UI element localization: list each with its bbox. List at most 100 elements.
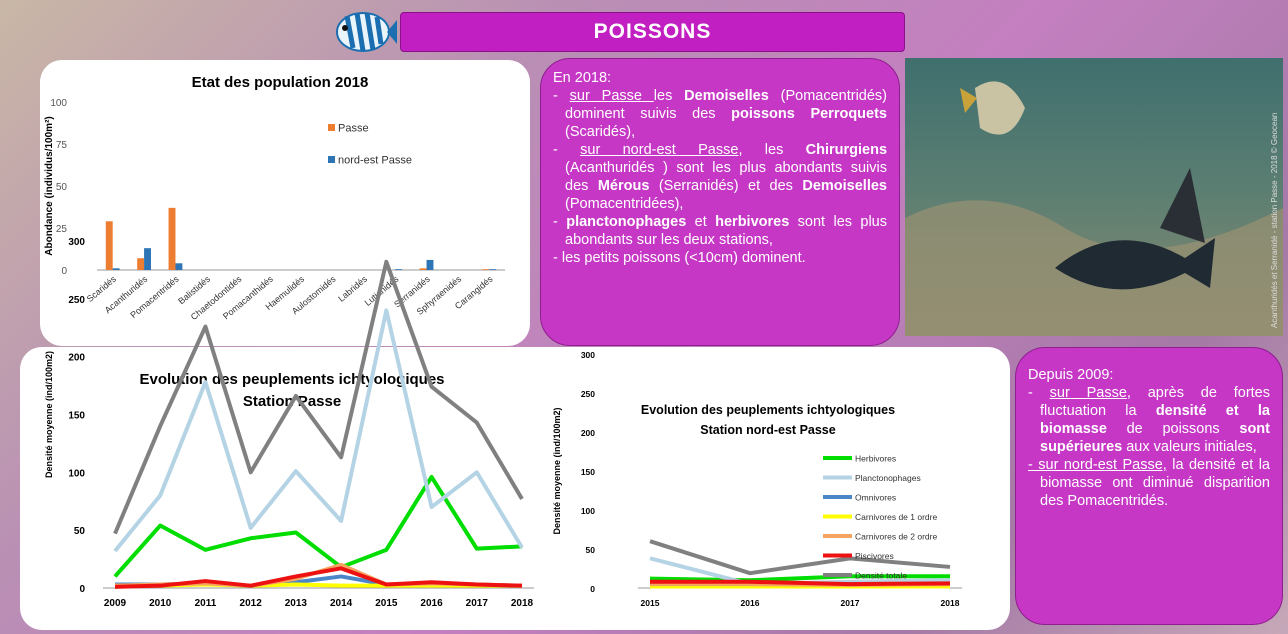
bar bbox=[112, 268, 120, 270]
y-tick-label: 100 bbox=[68, 468, 85, 479]
bar bbox=[168, 207, 176, 270]
text-run: Mérous bbox=[597, 178, 650, 194]
x-tick-label: 2009 bbox=[104, 598, 127, 609]
y-tick-label: 300 bbox=[581, 350, 595, 360]
y-tick-label: 250 bbox=[581, 389, 595, 399]
chart-title: Evolution des peuplements ichtyologiques bbox=[139, 371, 444, 388]
y-axis-label: Densité moyenne (ind/100m2) bbox=[552, 407, 562, 534]
chart-panel bbox=[40, 60, 530, 346]
text-run: - bbox=[553, 142, 581, 158]
text-run: densité et la biomasse bbox=[1040, 403, 1270, 437]
text-run: - bbox=[1028, 385, 1050, 401]
bar bbox=[105, 221, 113, 270]
series-line bbox=[113, 308, 524, 553]
y-tick-label: 0 bbox=[79, 584, 85, 595]
text-run: - sur nord-est Passe, bbox=[1028, 457, 1167, 473]
y-tick-label: 75 bbox=[56, 140, 68, 151]
y-tick-label: 200 bbox=[68, 353, 85, 364]
legend-label: Planctonophages bbox=[855, 473, 921, 483]
legend-swatch bbox=[328, 156, 335, 163]
text-run: Chirurgiens bbox=[805, 142, 888, 158]
legend-label: Omnivores bbox=[855, 493, 896, 503]
bar bbox=[489, 269, 497, 270]
y-tick-label: 250 bbox=[68, 295, 85, 306]
text-run: (Scaridés), bbox=[565, 124, 636, 140]
fish-icon bbox=[336, 12, 397, 52]
series-line bbox=[113, 474, 523, 578]
y-tick-label: 150 bbox=[68, 411, 85, 422]
bar bbox=[137, 258, 145, 270]
series-line bbox=[649, 574, 950, 583]
series-line bbox=[114, 566, 523, 589]
text-run: (Pomacentridées), bbox=[565, 196, 684, 212]
text-run: , les bbox=[738, 142, 806, 158]
bullet: - sur Passe les Demoiselles (Pomacentrid… bbox=[553, 87, 887, 141]
x-tick-label: 2011 bbox=[195, 598, 217, 609]
text-run: Demoiselles bbox=[684, 88, 769, 104]
text-run: de poissons bbox=[1106, 421, 1240, 437]
y-tick-label: 50 bbox=[56, 182, 68, 193]
x-tick-label: 2015 bbox=[641, 598, 660, 608]
y-tick-label: 50 bbox=[74, 526, 86, 537]
x-tick-label: 2014 bbox=[330, 598, 353, 609]
chart-title: Evolution des peuplements ichtyologiques bbox=[641, 403, 895, 417]
series-line bbox=[649, 539, 951, 576]
photo: Acanthuridés et Serranidé - station Pass… bbox=[905, 58, 1283, 336]
y-tick-label: 25 bbox=[56, 224, 68, 235]
x-tick-label: 2018 bbox=[511, 598, 534, 609]
x-tick-label: 2013 bbox=[285, 598, 308, 609]
legend-label: Passe bbox=[338, 123, 369, 135]
text-run: herbivores bbox=[715, 214, 790, 230]
y-tick-label: 150 bbox=[581, 467, 595, 477]
banner-title: POISSONS bbox=[400, 12, 905, 52]
legend-label: Densité totale bbox=[855, 571, 907, 581]
y-axis-label: Densité moyenne (ind/100m2) bbox=[44, 351, 54, 478]
text-box: En 2018: - sur Passe les Demoiselles (Pom… bbox=[540, 58, 900, 346]
text-run: la densité et la biomasse ont diminué di… bbox=[1040, 457, 1270, 509]
text-run: poissons Perroquets bbox=[731, 106, 887, 122]
text-run: et bbox=[686, 214, 716, 230]
photo-caption: Acanthuridés et Serranidé - station Pass… bbox=[1270, 113, 1279, 328]
text-run: sur Passe bbox=[1049, 385, 1127, 401]
text-run: sur nord-est Passe bbox=[580, 142, 739, 158]
x-tick-label: 2017 bbox=[466, 598, 489, 609]
legend-label: Piscivores bbox=[855, 551, 894, 561]
series-line bbox=[650, 579, 951, 587]
heading: En 2018: bbox=[553, 70, 612, 86]
text-run: (Pomacentridés) dominent suivis des bbox=[565, 88, 887, 122]
bar bbox=[419, 268, 427, 270]
text-run: - bbox=[553, 88, 570, 104]
legend-label: Herbivores bbox=[855, 454, 896, 464]
text-run: sont supérieures bbox=[1040, 421, 1270, 455]
text-run: les bbox=[653, 88, 685, 104]
y-axis-label: Abondance (individus/100m²) bbox=[44, 116, 55, 255]
text-box: Depuis 2009: - sur Passe, après de fortes… bbox=[1015, 347, 1283, 625]
chart-subtitle: Station nord-est Passe bbox=[700, 423, 835, 437]
text-run: aux valeurs initiales, bbox=[1122, 439, 1257, 455]
bullet: - sur nord-est Passe, la densité et la b… bbox=[1028, 456, 1270, 510]
text-run: - bbox=[553, 214, 567, 230]
text-run: sur Passe bbox=[569, 88, 654, 104]
series-line bbox=[113, 259, 524, 535]
bullet: - sur Passe, après de fortes fluctuation… bbox=[1028, 384, 1270, 456]
bar bbox=[482, 269, 490, 270]
x-tick-label: 2015 bbox=[375, 598, 398, 609]
x-tick-label: 2017 bbox=[841, 598, 860, 608]
text-run: planctonophages bbox=[566, 214, 687, 230]
legend-label: nord-est Passe bbox=[338, 155, 412, 167]
y-tick-label: 100 bbox=[50, 98, 67, 109]
x-tick-label: 2010 bbox=[149, 598, 172, 609]
y-tick-label: 50 bbox=[586, 545, 596, 555]
bar bbox=[426, 259, 434, 270]
text-run: (Serranidés) et des bbox=[649, 178, 803, 194]
text-run: - les petits poissons (<10cm) dominent. bbox=[553, 250, 806, 266]
chart-title: Etat des population 2018 bbox=[192, 74, 369, 91]
y-tick-label: 200 bbox=[581, 428, 595, 438]
bullet: - les petits poissons (<10cm) dominent. bbox=[553, 249, 887, 267]
bar bbox=[395, 269, 403, 270]
text-run: sont les plus abondants sur les deux sta… bbox=[565, 214, 887, 248]
legend-swatch bbox=[328, 124, 335, 131]
bullet: - planctonophages et herbivores sont les… bbox=[553, 213, 887, 249]
legend-label: Carnivores de 1 ordre bbox=[855, 512, 937, 522]
